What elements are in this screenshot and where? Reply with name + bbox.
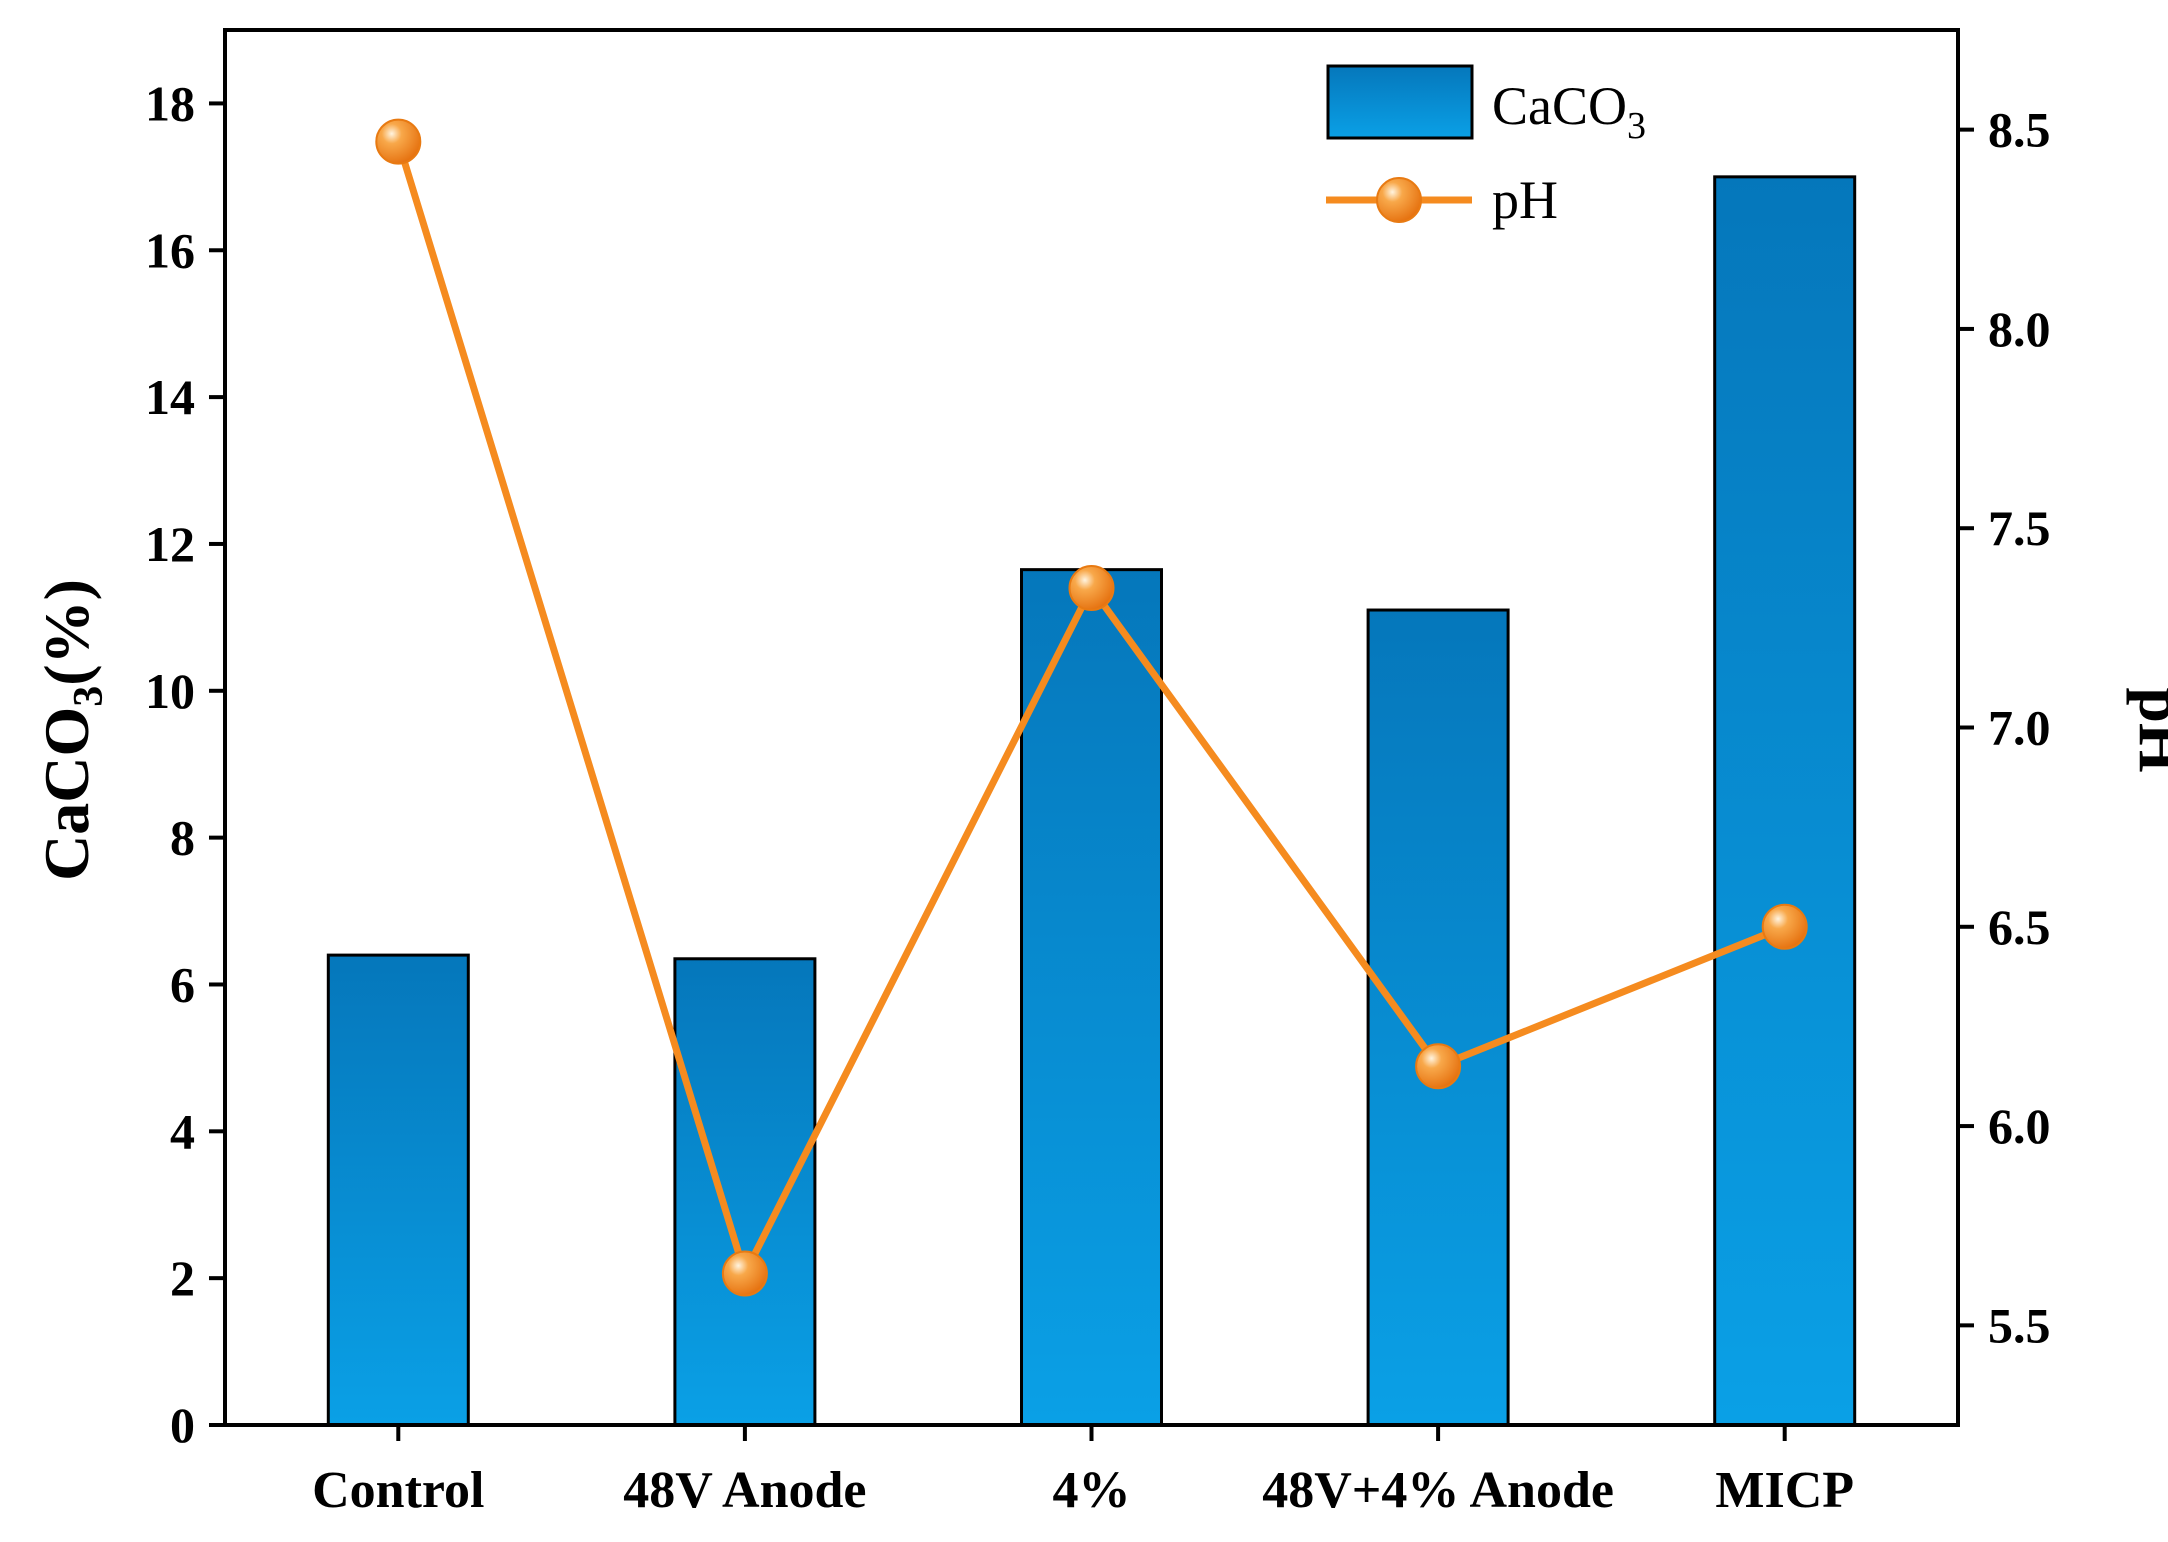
x-axis: Control 48V Anode 4% 48V+4% Anode MICP <box>312 1425 1854 1519</box>
right-tick-label: 8.0 <box>1988 301 2051 357</box>
ph-marker-5 <box>1761 903 1808 950</box>
x-tick-label: 48V Anode <box>623 1462 866 1519</box>
left-axis: 0 2 4 6 8 10 12 14 16 18 <box>145 75 225 1453</box>
left-tick-label: 18 <box>145 75 195 131</box>
legend-line-marker <box>1376 177 1422 223</box>
right-tick-label: 5.5 <box>1988 1297 2051 1353</box>
left-tick-label: 0 <box>170 1397 195 1453</box>
left-axis-title: CaCO3(%) <box>31 579 112 881</box>
ph-marker-3 <box>1068 565 1115 611</box>
right-tick-label: 6.5 <box>1988 899 2051 955</box>
left-tick-label: 14 <box>145 369 195 425</box>
bar-5 <box>1713 175 1857 1427</box>
legend-bar-label: CaCO3 <box>1492 76 1646 147</box>
ph-marker-2 <box>721 1250 768 1297</box>
right-axis: 5.5 6.0 6.5 7.0 7.5 8.0 8.5 <box>1958 102 2051 1353</box>
left-tick-label: 2 <box>170 1250 195 1306</box>
left-tick-label: 10 <box>145 663 195 719</box>
line-series <box>375 118 1808 1297</box>
left-tick-label: 6 <box>170 956 195 1012</box>
left-tick-label: 16 <box>145 222 195 278</box>
right-tick-label: 8.5 <box>1988 102 2051 158</box>
x-tick-label: Control <box>312 1462 484 1519</box>
left-tick-label: 12 <box>145 516 195 572</box>
bar-1 <box>326 953 470 1427</box>
legend-line-label: pH <box>1492 170 1558 230</box>
legend-bar-swatch <box>1326 64 1474 140</box>
legend: CaCO3 pH <box>1326 64 1646 230</box>
x-tick-label: 48V+4% Anode <box>1262 1462 1614 1519</box>
right-tick-label: 7.5 <box>1988 500 2051 556</box>
left-tick-label: 4 <box>170 1103 195 1159</box>
bar-2 <box>673 957 817 1427</box>
ph-marker-4 <box>1415 1043 1462 1090</box>
right-tick-label: 6.0 <box>1988 1098 2051 1154</box>
ph-marker-1 <box>375 118 422 165</box>
x-tick-label: MICP <box>1715 1462 1854 1519</box>
x-tick-label: 4% <box>1053 1462 1131 1519</box>
left-tick-label: 8 <box>170 810 195 866</box>
right-tick-label: 7.0 <box>1988 700 2051 756</box>
bar-series <box>326 175 1857 1427</box>
bar-3 <box>1020 568 1163 1427</box>
bar-4 <box>1366 608 1510 1427</box>
right-axis-title: pH <box>2126 687 2168 772</box>
